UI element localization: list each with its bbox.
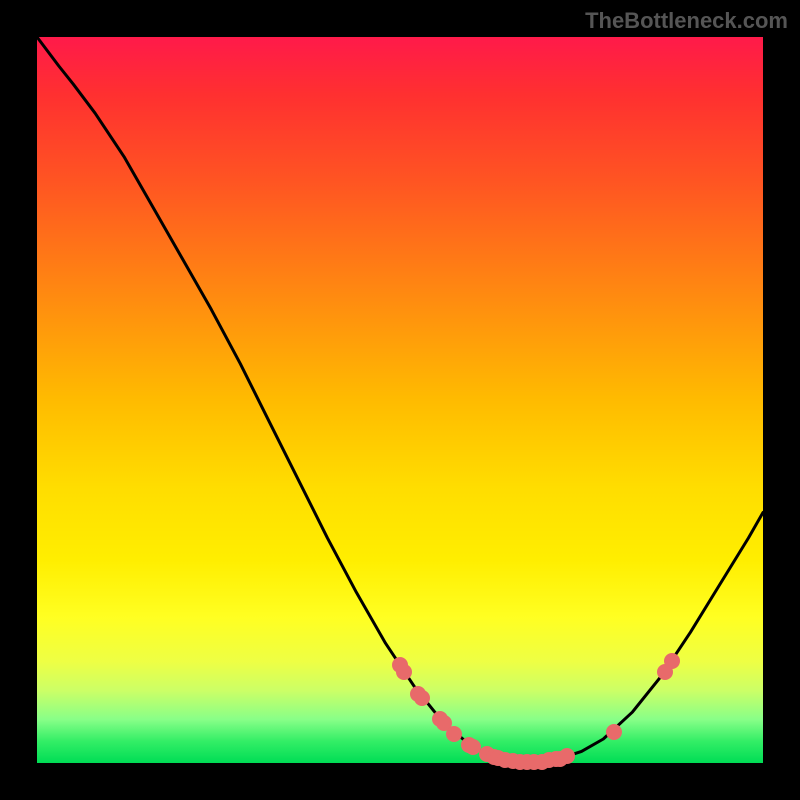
data-marker	[559, 748, 575, 764]
watermark-text: TheBottleneck.com	[585, 8, 788, 34]
data-marker	[606, 724, 622, 740]
data-marker	[664, 653, 680, 669]
data-marker	[396, 664, 412, 680]
bottleneck-curve	[37, 37, 763, 762]
data-marker	[446, 726, 462, 742]
data-marker	[414, 690, 430, 706]
curve-layer	[0, 0, 800, 800]
